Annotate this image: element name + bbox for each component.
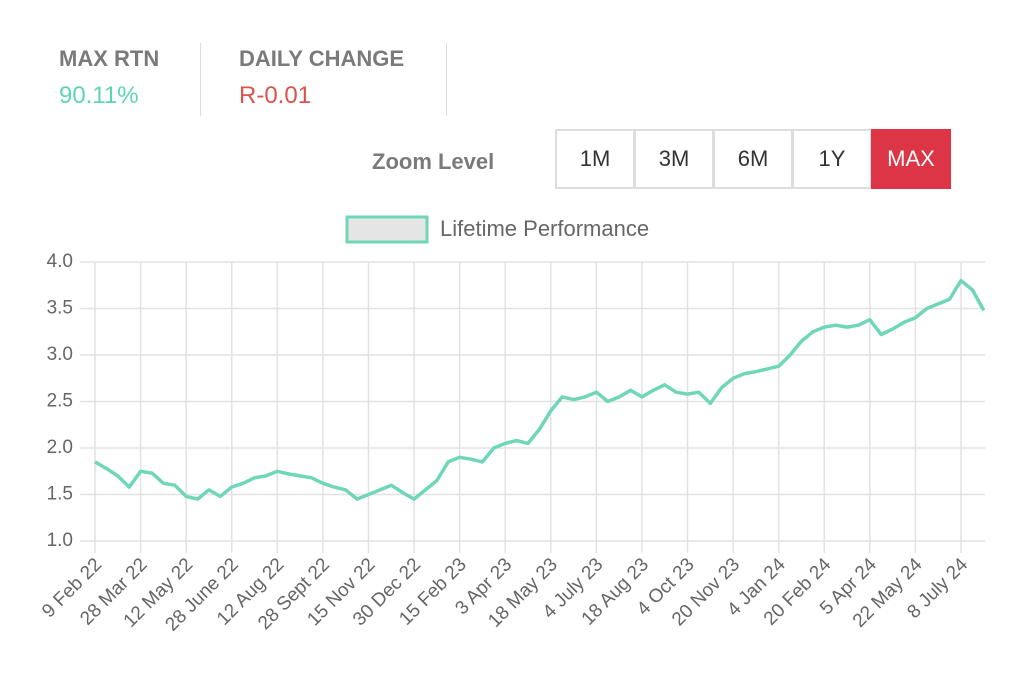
y-tick-label: 2.0 — [47, 437, 73, 458]
stat-value: R-0.01 — [239, 82, 312, 109]
stat: MAX RTN 90.11% — [59, 46, 159, 110]
stat: DAILY CHANGE R-0.01 — [239, 46, 404, 110]
stat-value: 90.11% — [59, 82, 139, 109]
y-tick-label: 1.5 — [47, 484, 73, 505]
zoom-button[interactable]: 1Y — [792, 129, 872, 189]
y-tick-label: 3.5 — [47, 298, 73, 319]
zoom-label: Zoom Level — [372, 149, 495, 174]
divider — [200, 43, 201, 116]
zoom-button[interactable]: 1M — [555, 129, 635, 189]
divider — [446, 43, 447, 116]
y-tick-label: 2.5 — [47, 391, 73, 412]
legend-label: Lifetime Performance — [440, 216, 649, 241]
zoom-button[interactable]: 3M — [634, 129, 714, 189]
zoom-button[interactable]: 6M — [713, 129, 793, 189]
y-tick-label: 3.0 — [47, 344, 73, 365]
zoom-buttons: 1M 3M 6M 1Y MAX — [555, 129, 951, 189]
stat-label: MAX RTN — [59, 46, 160, 71]
stat-label: DAILY CHANGE — [239, 46, 405, 71]
y-tick-label: 1.0 — [47, 530, 73, 551]
zoom-button[interactable]: MAX — [871, 129, 951, 189]
line — [94, 278, 986, 501]
y-tick-label: 4.0 — [47, 251, 73, 272]
legend-swatch — [345, 215, 429, 244]
